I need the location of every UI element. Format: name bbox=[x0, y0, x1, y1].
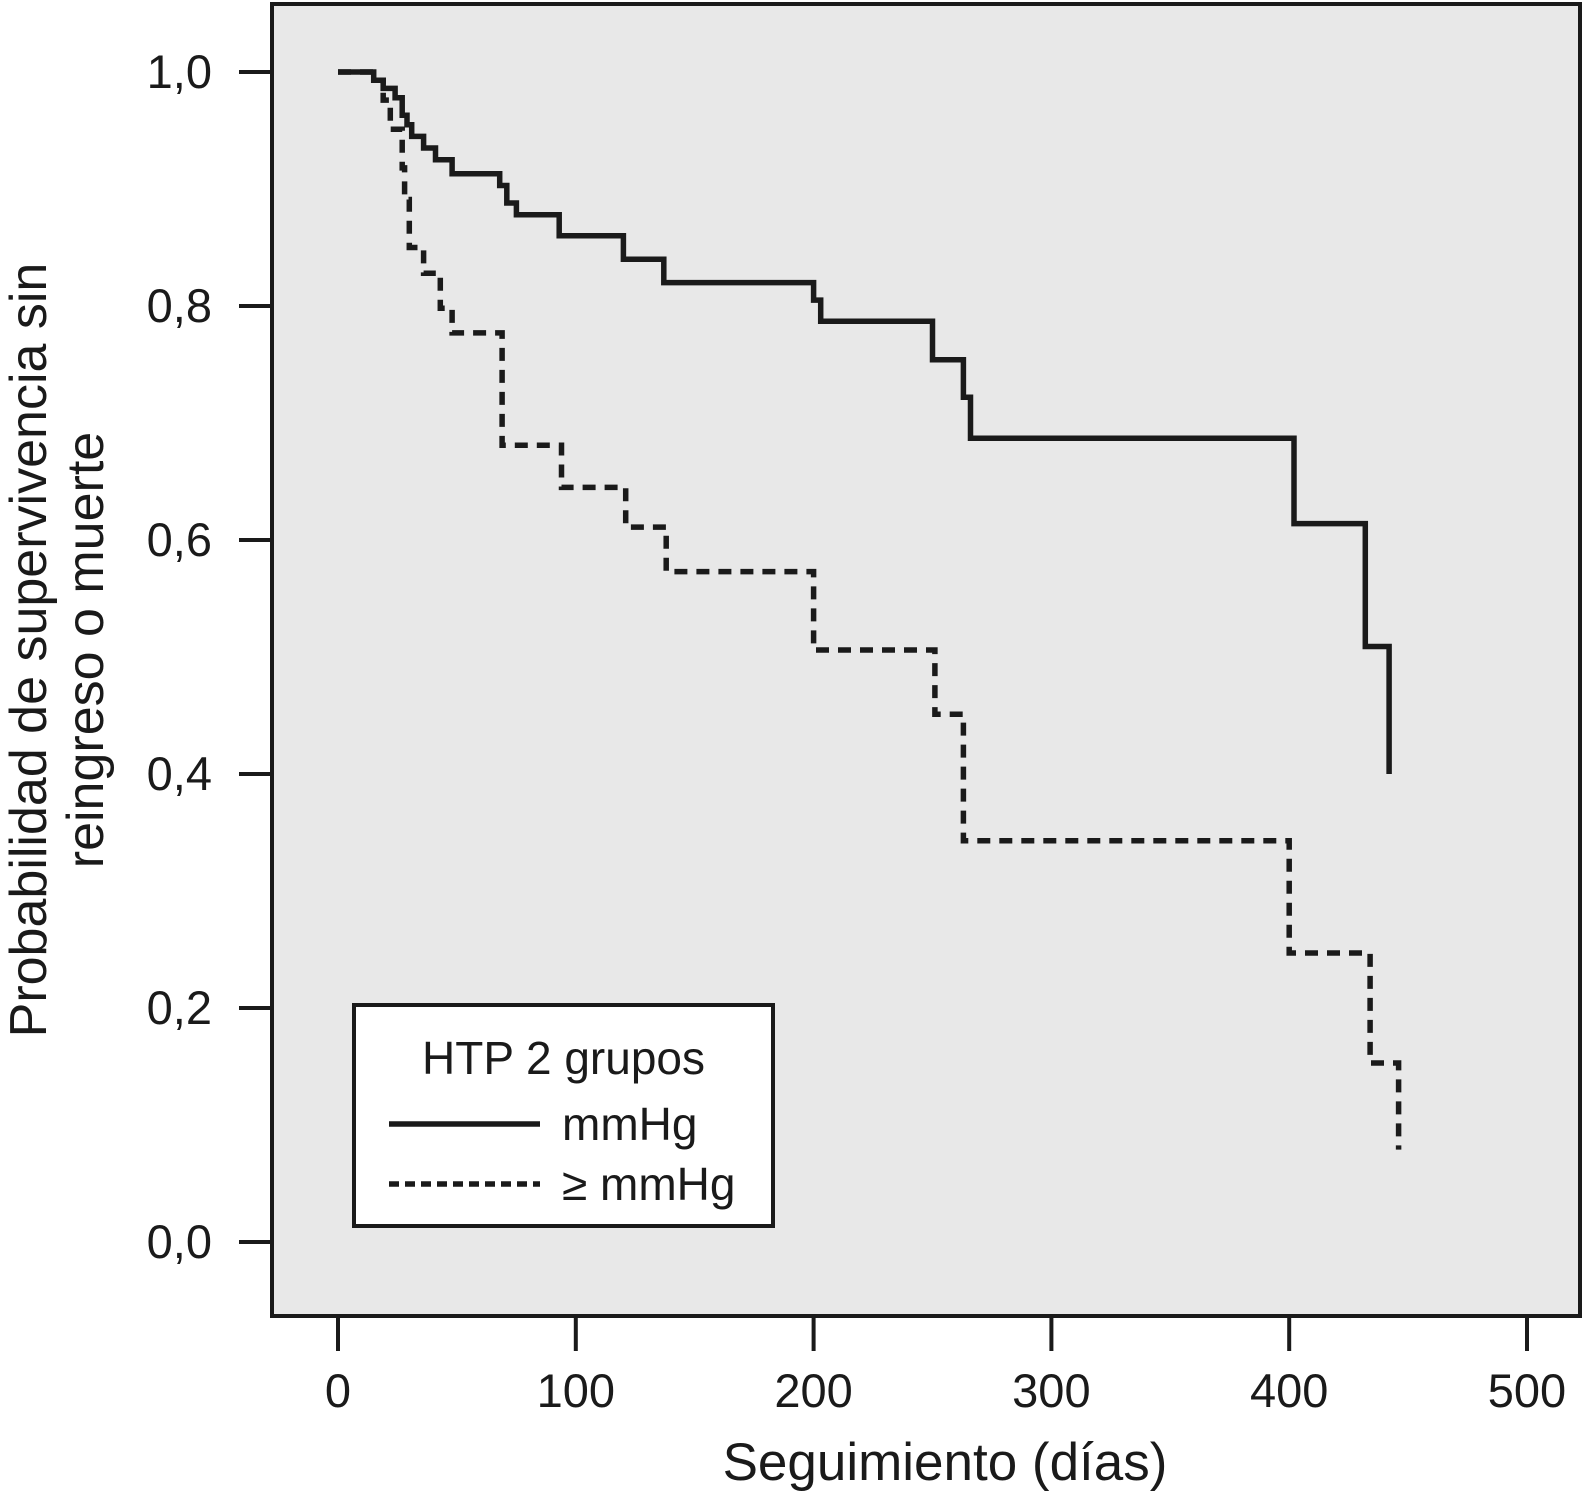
y-tick-label: 0,0 bbox=[146, 1215, 212, 1268]
y-axis-title-line-2: reingreso o muerte bbox=[57, 431, 115, 869]
solid-line-swatch-icon bbox=[389, 1121, 540, 1127]
x-tick-label: 300 bbox=[1012, 1364, 1091, 1417]
y-tick-label: 0,8 bbox=[146, 279, 212, 332]
dashed-line-swatch-icon bbox=[389, 1181, 540, 1187]
x-tick-label: 100 bbox=[536, 1364, 615, 1417]
y-tick-label: 0,6 bbox=[146, 513, 212, 566]
y-axis-title: Probabilidad de supervivencia sin reingr… bbox=[0, 200, 115, 1100]
legend-entry-dashed: ≥ mmHg bbox=[356, 1156, 771, 1212]
legend-label-solid: mmHg bbox=[562, 1098, 698, 1150]
x-tick-label: 0 bbox=[324, 1364, 352, 1417]
y-axis-title-line-1: Probabilidad de supervivencia sin bbox=[0, 262, 58, 1038]
y-tick-label: 0,4 bbox=[146, 747, 212, 800]
x-tick-label: 200 bbox=[774, 1364, 853, 1417]
dashed-survival-curve bbox=[338, 69, 1402, 1150]
legend-label-dashed: ≥ mmHg bbox=[562, 1158, 736, 1210]
legend-box: HTP 2 grupos mmHg ≥ mmHg bbox=[352, 1003, 775, 1228]
y-tick-label: 0,2 bbox=[146, 981, 212, 1034]
x-tick-label: 400 bbox=[1249, 1364, 1329, 1417]
x-tick-label: 500 bbox=[1487, 1364, 1567, 1417]
x-axis-title: Seguimiento (días) bbox=[722, 1433, 1168, 1492]
y-tick-label: 1,0 bbox=[146, 45, 212, 98]
legend-entry-solid: mmHg bbox=[356, 1096, 771, 1152]
legend-title: HTP 2 grupos bbox=[422, 1032, 705, 1084]
solid-survival-curve bbox=[338, 69, 1392, 774]
